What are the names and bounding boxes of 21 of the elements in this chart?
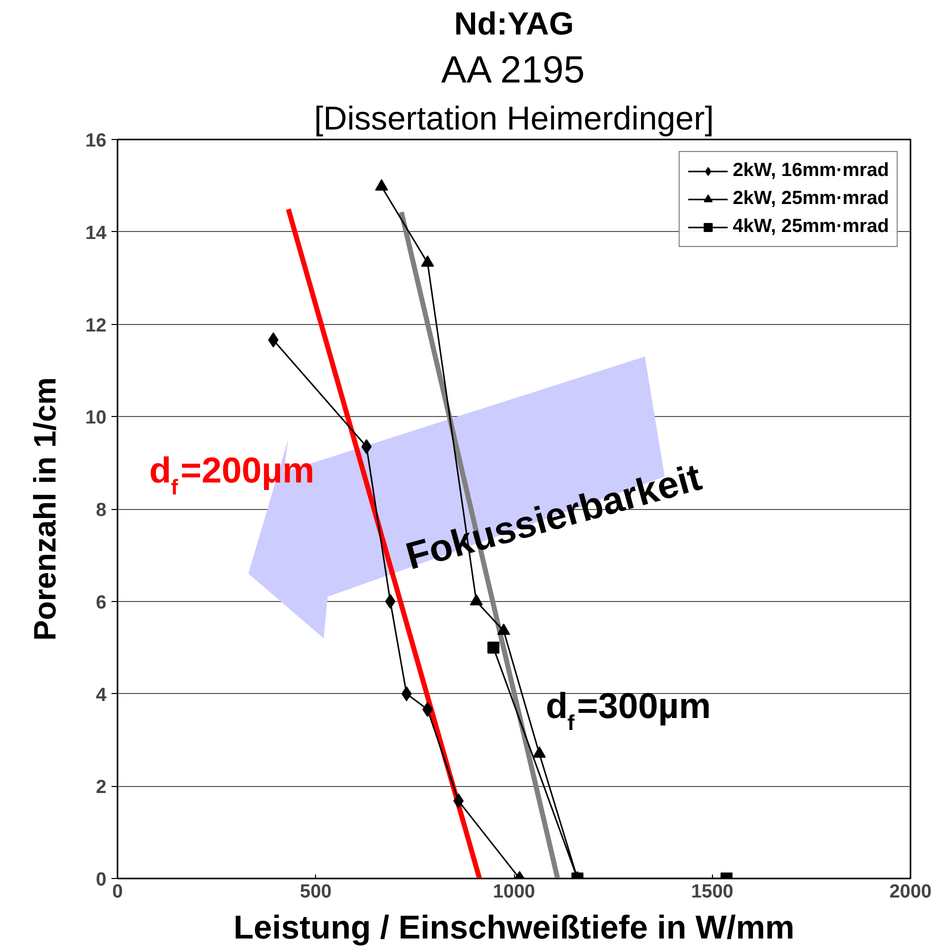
x-axis-title: Leistung / Einschweißtiefe in W/mm <box>233 908 795 946</box>
x-tick-label: 2000 <box>889 882 932 902</box>
y-tick-label: 10 <box>85 408 107 429</box>
y-axis-title: Porenzahl in 1/cm <box>27 377 62 641</box>
text: [Dissertation Heimerdinger] <box>314 100 714 136</box>
legend-label: 4kW, 25mm·mrad <box>732 216 889 238</box>
y-tick-label: 12 <box>85 315 107 336</box>
legend-label: 2kW, 25mm·mrad <box>732 188 889 210</box>
x-tick-label: 1500 <box>691 882 734 902</box>
y-tick-label: 2 <box>96 777 107 798</box>
y-tick-label: 8 <box>96 500 107 521</box>
chart-subtitle: AA 2195 <box>441 50 585 92</box>
x-tick-label: 0 <box>112 882 123 902</box>
legend-label: 2kW, 16mm·mrad <box>732 160 889 182</box>
y-tick-label: 4 <box>96 684 107 706</box>
y-tick-label: 16 <box>85 130 107 152</box>
y-tick-label: 6 <box>96 592 107 614</box>
x-tick-label: 1000 <box>492 882 536 902</box>
x-tick-label: 500 <box>300 882 332 902</box>
chart-title: Nd:YAG <box>454 6 574 42</box>
y-tick-label: 14 <box>85 222 107 244</box>
